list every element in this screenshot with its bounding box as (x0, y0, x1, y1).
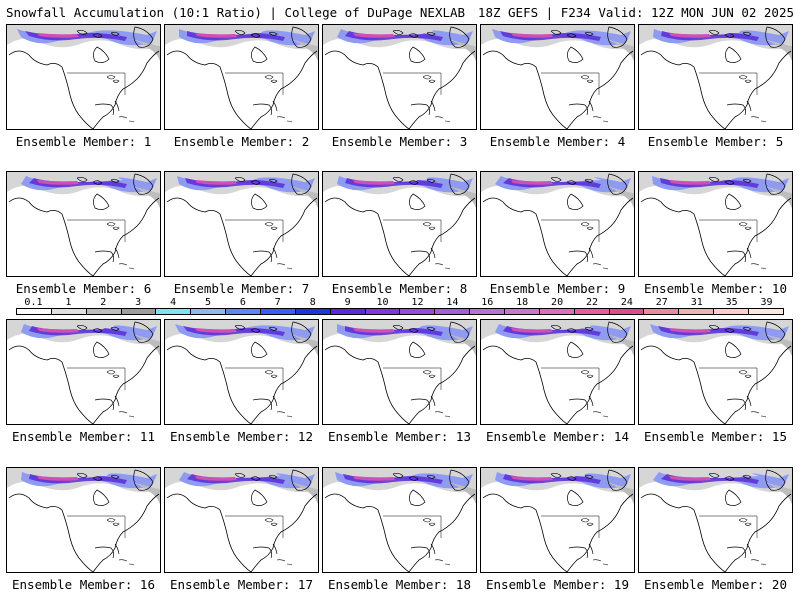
legend-swatch (574, 309, 610, 314)
ensemble-member-label: Ensemble Member: 5 (647, 134, 784, 149)
snowfall-legend: 0.1 1 2 3 4 5 6 7 8 9 10 12 14 16 18 20 22 24 27 31 35 39 (16, 297, 784, 317)
legend-tick-label: 24 (620, 297, 633, 308)
ensemble-member-label: Ensemble Member: 19 (486, 577, 629, 592)
legend-swatch (156, 309, 192, 314)
legend-swatch (295, 309, 331, 314)
legend-swatch (609, 309, 645, 314)
legend-tick-label: 27 (655, 297, 668, 308)
legend-swatch (644, 309, 680, 314)
ensemble-member-map (322, 171, 477, 277)
ensemble-member-map (164, 319, 319, 425)
legend-labels: 0.1 1 2 3 4 5 6 7 8 9 10 12 14 16 18 20 22 24 27 31 35 39 (16, 297, 784, 308)
legend-swatch (539, 309, 575, 314)
legend-tick-label: 10 (376, 297, 389, 308)
legend-tick-label: 4 (170, 297, 177, 308)
ensemble-member-label: Ensemble Member: 16 (12, 577, 155, 592)
legend-tick-label: 8 (309, 297, 316, 308)
legend-tick-label: 16 (481, 297, 494, 308)
legend-tick-label: 9 (344, 297, 351, 308)
ensemble-member-label: Ensemble Member: 3 (331, 134, 468, 149)
ensemble-member-label: Ensemble Member: 12 (170, 429, 313, 444)
ensemble-member-map (638, 24, 793, 130)
legend-tick-label: 31 (690, 297, 703, 308)
legend-tick-label: 1 (65, 297, 72, 308)
legend-swatch (330, 309, 366, 314)
legend-swatch (17, 309, 52, 314)
ensemble-member-label: Ensemble Member: 8 (331, 281, 468, 296)
ensemble-member-map (480, 319, 635, 425)
ensemble-member-map (6, 171, 161, 277)
legend-tick-label: 35 (725, 297, 738, 308)
header: Snowfall Accumulation (10:1 Ratio) | Col… (0, 0, 800, 24)
ensemble-member-map (322, 24, 477, 130)
ensemble-member-map (6, 319, 161, 425)
legend-tick-label: 12 (411, 297, 424, 308)
ensemble-member-label: Ensemble Member: 2 (173, 134, 310, 149)
legend-tick-label: 5 (204, 297, 212, 308)
legend-tick-label: 3 (135, 297, 142, 308)
legend-swatch (505, 309, 540, 314)
ensemble-member-label: Ensemble Member: 18 (328, 577, 471, 592)
ensemble-member-map (322, 467, 477, 573)
legend-tick-label: 20 (551, 297, 564, 308)
ensemble-member-label: Ensemble Member: 20 (644, 577, 787, 592)
ensemble-member-label: Ensemble Member: 10 (644, 281, 787, 296)
ensemble-member-map (322, 319, 477, 425)
ensemble-member-label: Ensemble Member: 13 (328, 429, 471, 444)
page-title: Snowfall Accumulation (10:1 Ratio) | Col… (6, 5, 466, 20)
legend-swatch (400, 309, 436, 314)
legend-swatch (679, 309, 715, 314)
ensemble-member-label: Ensemble Member: 1 (15, 134, 152, 149)
ensemble-member-map (6, 467, 161, 573)
legend-swatch (226, 309, 262, 314)
legend-tick-label: 2 (100, 297, 107, 308)
ensemble-member-map (638, 467, 793, 573)
legend-tick-label: 6 (239, 297, 246, 308)
ensemble-member-map (164, 24, 319, 130)
ensemble-member-map (480, 24, 635, 130)
legend-colorbar (16, 308, 784, 315)
legend-swatch (86, 309, 122, 314)
legend-tick-label: 22 (585, 297, 599, 308)
run-valid-time: 18Z GEFS | F234 Valid: 12Z MON JUN 02 20… (477, 5, 794, 20)
ensemble-member-label: Ensemble Member: 7 (173, 281, 310, 296)
legend-swatch (470, 309, 506, 314)
ensemble-member-map (638, 171, 793, 277)
legend-swatch (261, 309, 296, 314)
ensemble-member-label: Ensemble Member: 4 (489, 134, 626, 149)
ensemble-member-map (6, 24, 161, 130)
ensemble-member-label: Ensemble Member: 15 (644, 429, 787, 444)
ensemble-member-label: Ensemble Member: 9 (489, 281, 626, 296)
ensemble-member-label: Ensemble Member: 17 (170, 577, 313, 592)
ensemble-member-map (164, 171, 319, 277)
ensemble-member-map (480, 467, 635, 573)
legend-swatch (365, 309, 401, 314)
ensemble-member-map (164, 467, 319, 573)
legend-tick-label: 7 (274, 297, 281, 308)
ensemble-member-map (638, 319, 793, 425)
legend-swatch (749, 309, 783, 314)
ensemble-member-map (480, 171, 635, 277)
ensemble-member-label: Ensemble Member: 14 (486, 429, 629, 444)
legend-swatch (51, 309, 87, 314)
legend-swatch (435, 309, 471, 314)
legend-tick-label: 14 (446, 297, 459, 308)
legend-tick-label: 0.1 (24, 297, 43, 308)
legend-tick-label: 39 (760, 297, 773, 308)
legend-tick-label: 18 (516, 297, 529, 308)
legend-swatch (714, 309, 750, 314)
ensemble-member-label: Ensemble Member: 6 (15, 281, 152, 296)
ensemble-member-label: Ensemble Member: 11 (12, 429, 155, 444)
legend-swatch (191, 309, 227, 314)
legend-swatch (121, 309, 157, 314)
